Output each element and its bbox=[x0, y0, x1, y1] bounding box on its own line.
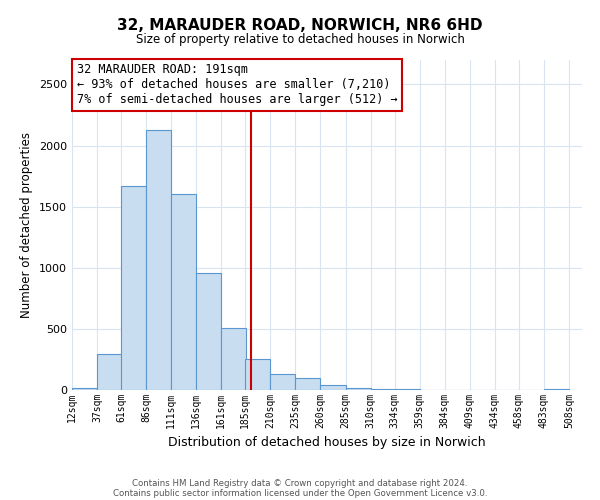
X-axis label: Distribution of detached houses by size in Norwich: Distribution of detached houses by size … bbox=[168, 436, 486, 450]
Bar bbox=[196, 272, 221, 390]
Bar bbox=[245, 359, 271, 390]
Text: 32, MARAUDER ROAD, NORWICH, NR6 6HD: 32, MARAUDER ROAD, NORWICH, NR6 6HD bbox=[117, 18, 483, 32]
Bar bbox=[121, 186, 146, 390]
Bar bbox=[146, 130, 171, 390]
Text: Contains HM Land Registry data © Crown copyright and database right 2024.: Contains HM Land Registry data © Crown c… bbox=[132, 478, 468, 488]
Y-axis label: Number of detached properties: Number of detached properties bbox=[20, 132, 34, 318]
Bar bbox=[171, 194, 196, 390]
Text: Contains public sector information licensed under the Open Government Licence v3: Contains public sector information licen… bbox=[113, 488, 487, 498]
Bar bbox=[371, 389, 395, 390]
Bar bbox=[544, 389, 569, 390]
Bar bbox=[320, 385, 346, 390]
Bar bbox=[97, 354, 122, 390]
Bar bbox=[346, 388, 371, 390]
Bar bbox=[221, 328, 247, 390]
Text: Size of property relative to detached houses in Norwich: Size of property relative to detached ho… bbox=[136, 32, 464, 46]
Bar bbox=[72, 388, 97, 390]
Bar bbox=[271, 374, 295, 390]
Text: 32 MARAUDER ROAD: 191sqm
← 93% of detached houses are smaller (7,210)
7% of semi: 32 MARAUDER ROAD: 191sqm ← 93% of detach… bbox=[77, 64, 398, 106]
Bar bbox=[295, 378, 320, 390]
